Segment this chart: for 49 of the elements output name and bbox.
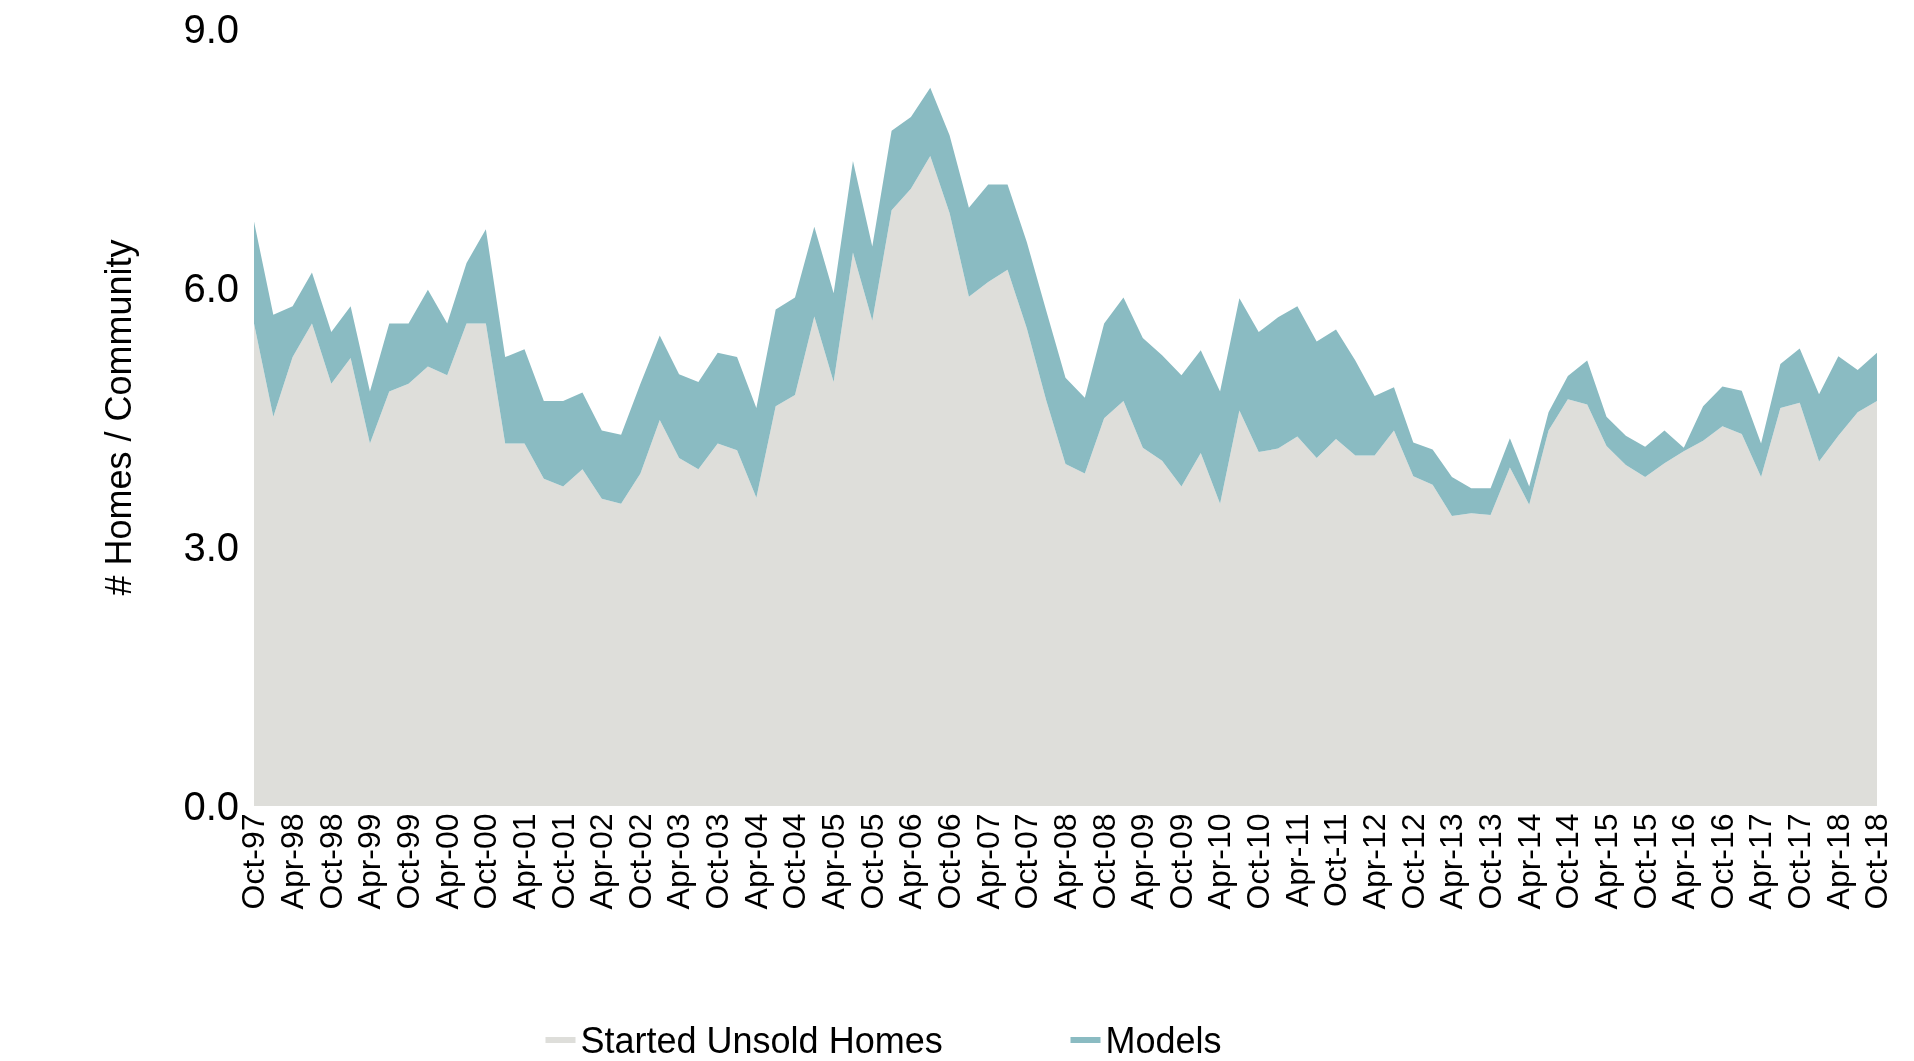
- x-tick-label: Oct-99: [389, 813, 426, 910]
- x-tick-label: Apr-05: [815, 813, 852, 910]
- x-tick-label: Apr-03: [660, 813, 697, 910]
- x-tick-label: Oct-15: [1626, 813, 1663, 910]
- x-tick-label: Apr-04: [737, 813, 774, 910]
- x-tick-label: Oct-98: [312, 813, 349, 910]
- x-tick-label: Oct-04: [776, 813, 813, 910]
- y-tick-label: 0.0: [183, 784, 239, 828]
- x-tick-label: Oct-13: [1471, 813, 1508, 910]
- x-tick-label: Apr-99: [351, 813, 388, 910]
- x-tick-label: Oct-08: [1085, 813, 1122, 910]
- x-tick-label: Apr-17: [1742, 813, 1779, 910]
- y-tick-label: 6.0: [183, 266, 239, 310]
- x-tick-label: Oct-11: [1317, 813, 1354, 908]
- x-tick-label: Oct-06: [930, 813, 967, 910]
- x-tick-label: Apr-16: [1665, 813, 1702, 910]
- x-tick-label: Oct-09: [1162, 813, 1199, 910]
- x-tick-label: Oct-03: [699, 813, 736, 910]
- x-tick-label: Oct-17: [1781, 813, 1818, 910]
- x-tick-label: Oct-05: [853, 813, 890, 910]
- x-tick-label: Oct-10: [1240, 813, 1277, 910]
- x-tick-label: Apr-07: [969, 813, 1006, 910]
- legend-label: Models: [1105, 1020, 1222, 1061]
- x-tick-label: Apr-06: [892, 813, 929, 910]
- x-tick-label: Oct-07: [1008, 813, 1045, 910]
- x-tick-label: Apr-11: [1278, 813, 1315, 908]
- x-tick-label: Apr-12: [1356, 813, 1393, 910]
- legend-label: Started Unsold Homes: [580, 1020, 943, 1061]
- x-tick-label: Apr-01: [505, 813, 542, 910]
- y-tick-label: 3.0: [183, 525, 239, 569]
- y-tick-label: 9.0: [183, 7, 239, 51]
- x-tick-label: Apr-02: [583, 813, 620, 910]
- x-tick-label: Apr-10: [1201, 813, 1238, 910]
- x-tick-label: Oct-01: [544, 813, 581, 910]
- x-tick-label: Apr-15: [1587, 813, 1624, 910]
- x-tick-label: Oct-12: [1394, 813, 1431, 910]
- x-tick-label: Oct-18: [1858, 813, 1895, 910]
- x-tick-label: Apr-14: [1510, 813, 1547, 910]
- y-axis-title: # Homes / Community: [98, 239, 140, 596]
- x-tick-label: Apr-09: [1124, 813, 1161, 910]
- x-tick-label: Apr-00: [428, 813, 465, 910]
- x-tick-label: Apr-08: [1046, 813, 1083, 910]
- x-tick-label: Oct-16: [1703, 813, 1740, 910]
- x-tick-label: Apr-98: [274, 813, 311, 910]
- x-tick-label: Apr-13: [1433, 813, 1470, 910]
- x-tick-label: Oct-14: [1549, 813, 1586, 910]
- x-tick-label: Apr-18: [1819, 813, 1856, 910]
- x-tick-label: Oct-00: [467, 813, 504, 910]
- x-tick-label: Oct-02: [621, 813, 658, 910]
